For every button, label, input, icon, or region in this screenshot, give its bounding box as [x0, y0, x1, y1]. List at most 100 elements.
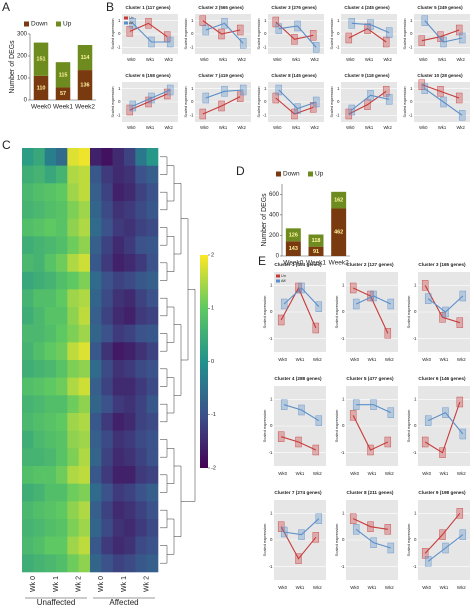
point-box [439, 447, 446, 458]
heatmap-cell [90, 324, 102, 343]
heatmap-cell [67, 536, 79, 555]
point-box [421, 15, 429, 26]
heatmap-cell [44, 271, 57, 290]
y-tick-label: 1 [270, 282, 273, 287]
point-box [439, 529, 446, 540]
y-tick-label: 0 [342, 537, 345, 542]
x-tick-label: Wk0 [278, 357, 287, 362]
point-box [459, 290, 467, 302]
legend-swatch [24, 21, 29, 27]
x-tick-label: Wk1 [368, 471, 377, 476]
heatmap-cell [135, 377, 147, 396]
heatmap-cell [146, 536, 159, 555]
heatmap-cell [112, 183, 125, 202]
series-line [132, 89, 171, 107]
heatmap-cell [78, 218, 91, 237]
point-box [349, 410, 357, 421]
heatmap-cell [22, 501, 34, 520]
heatmap-cell [135, 289, 147, 308]
heatmap-cell [101, 413, 113, 431]
column-label: Wk 2 [76, 576, 83, 592]
heatmap-cell [44, 448, 57, 467]
x-tick-label: Wk2 [313, 471, 322, 476]
heatmap-cell [124, 183, 136, 202]
heatmap-cell [67, 254, 79, 272]
x-tick-label: Wk0 [350, 357, 359, 362]
y-tick-label: 0 [24, 98, 28, 104]
point-box [459, 428, 467, 440]
y-tick-label: 1 [414, 396, 417, 401]
heatmap-cell [33, 519, 45, 537]
x-tick-label: Wk0 [422, 471, 431, 476]
heatmap-cell [78, 501, 91, 520]
y-tick-label: 1 [337, 86, 340, 91]
y-tick-label: -1 [190, 112, 194, 117]
series-line [132, 22, 171, 43]
point-box [129, 18, 137, 29]
x-tick-label: Wk0 [200, 125, 209, 130]
heatmap-cell [78, 536, 91, 555]
x-tick-label: Wk1 [219, 125, 228, 130]
chart-title: Cluster 1 (404 genes) [274, 262, 322, 267]
heatmap-cell [90, 501, 102, 520]
heatmap-cell [56, 501, 68, 520]
series-line [424, 401, 461, 454]
heatmap-cell [33, 148, 45, 166]
heatmap-cell [44, 289, 57, 308]
heatmap-cell [146, 201, 159, 219]
heatmap-cell [90, 536, 102, 555]
x-tick-label: Wk2 [457, 585, 466, 590]
heatmap-cell [44, 413, 57, 431]
heatmap-cell [56, 448, 68, 467]
point-box [221, 86, 228, 97]
legend-label: Aff [129, 21, 133, 25]
heatmap-cell [135, 324, 147, 343]
point-box [280, 526, 288, 538]
legend-swatch [276, 171, 281, 177]
heatmap-cell [78, 165, 91, 184]
heatmap-cell [101, 360, 113, 378]
y-axis-label: Scaled expression [184, 86, 188, 117]
point-box [384, 524, 392, 535]
y-tick-label: 100 [17, 76, 28, 82]
heatmap-cell [78, 448, 91, 467]
heatmap-cell [22, 466, 34, 484]
x-tick-label: Wk1 [440, 471, 449, 476]
heatmap-cell [56, 201, 68, 219]
y-axis-label: Scaled expression [330, 86, 334, 117]
heatmap-cell [101, 307, 113, 325]
heatmap-cell [90, 254, 102, 272]
dendrogram-branch [167, 377, 175, 414]
heatmap-cell [22, 324, 34, 343]
heatmap-cell [146, 466, 159, 484]
heatmap-cell [33, 430, 45, 449]
chart-title: Cluster 1 (117 genes) [125, 5, 171, 10]
series-line [424, 88, 463, 116]
x-tick-label: Wk1 [292, 57, 301, 62]
y-tick-label: 1 [270, 396, 273, 401]
heatmap-cell [135, 236, 147, 255]
series-line [275, 97, 314, 115]
heatmap-cell [56, 307, 68, 325]
point-box [387, 298, 395, 310]
point-box [218, 100, 225, 112]
x-tick-label: Week1 [53, 104, 73, 111]
dendrogram-branch [160, 439, 168, 458]
x-tick-label: Week1 [306, 260, 326, 267]
x-tick-label: Wk1 [146, 57, 155, 62]
heatmap-cell [90, 307, 102, 325]
colorbar-tick-label: 0 [211, 359, 214, 365]
heatmap-cell [112, 554, 125, 573]
y-axis-label: Scaled expression [334, 524, 339, 557]
x-tick-label: Wk1 [440, 357, 449, 362]
y-tick-label: 300 [17, 32, 28, 38]
dendrogram-branch [160, 297, 168, 317]
heatmap-cell [22, 218, 34, 237]
point-box [312, 444, 320, 456]
heatmap-cell [56, 148, 68, 166]
heatmap-cell [146, 218, 159, 237]
y-tick-label: -1 [409, 112, 413, 117]
heatmap-cell [67, 165, 79, 184]
y-tick-label: 400 [269, 212, 280, 218]
